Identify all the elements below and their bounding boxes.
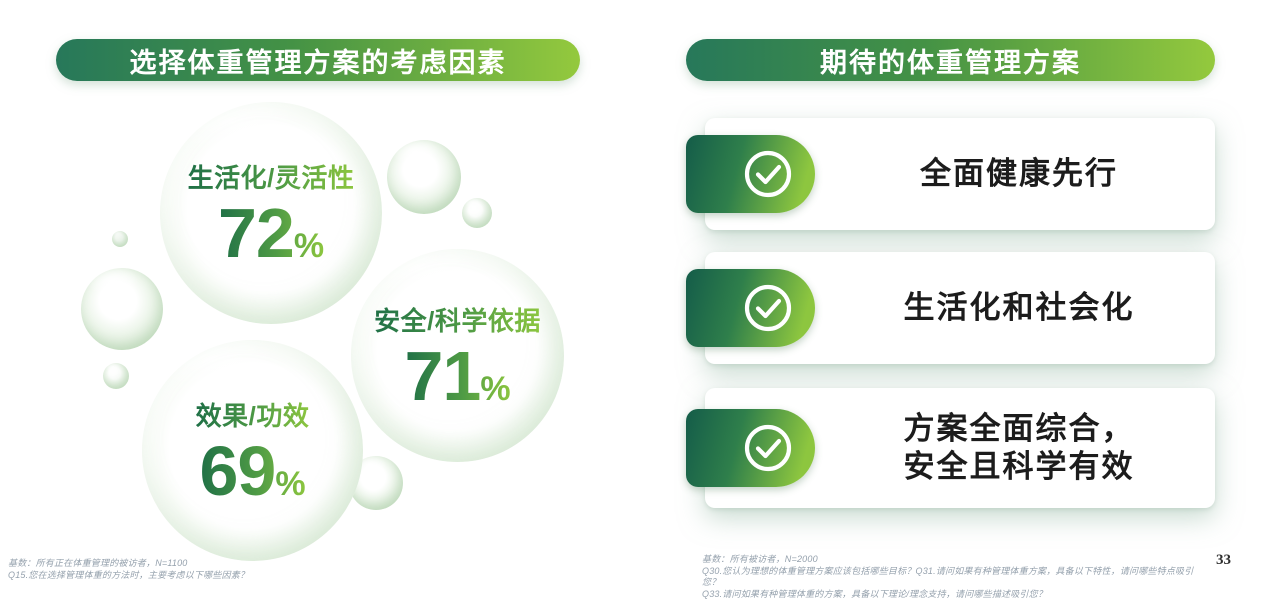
right-footnote-line-2: Q30.您认为理想的体重管理方案应该包括哪些目标？Q31.请问如果有种管理体重方… [702, 565, 1194, 588]
left-footnote-line-1: 基数：所有正在体重管理的被访者，N=1100 [8, 558, 188, 568]
page-number: 33 [1216, 552, 1231, 568]
decorative-bubble [112, 231, 128, 247]
expectation-line: 方案全面综合， [903, 411, 1135, 447]
decorative-bubble [81, 268, 163, 350]
right-footnote-line-1: 基数：所有被访者，N=2000 [702, 554, 818, 564]
decorative-bubble [462, 198, 492, 228]
expectation-text: 方案全面综合， 安全且科学有效 [831, 388, 1207, 508]
bubble-label: 效果/功效 [196, 396, 310, 433]
expectation-text: 生活化和社会化 [831, 252, 1207, 364]
decorative-bubble [103, 363, 129, 389]
check-circle-icon [744, 150, 792, 198]
left-footnote-line-2: Q15.您在选择管理体重的方法时，主要考虑以下哪些因素？ [8, 569, 250, 580]
expectation-line: 生活化和社会化 [903, 290, 1135, 326]
check-pill [686, 409, 815, 487]
check-circle-icon [744, 284, 792, 332]
bubble-safety-science: 安全/科学依据 71% [351, 249, 564, 462]
right-footnote: 基数：所有被访者，N=2000 Q30.您认为理想的体重管理方案应该包括哪些目标… [702, 554, 1202, 600]
expectation-card-3: 方案全面综合， 安全且科学有效 [686, 388, 1215, 508]
right-panel-title: 期待的体重管理方案 [820, 47, 1081, 78]
left-panel-title: 选择体重管理方案的考虑因素 [129, 47, 507, 78]
check-pill [686, 135, 815, 213]
expectation-card-2: 生活化和社会化 [686, 252, 1215, 364]
expectation-card-1: 全面健康先行 [686, 118, 1215, 230]
bubble-label: 安全/科学依据 [374, 301, 541, 338]
expectation-text: 全面健康先行 [831, 118, 1207, 230]
right-panel-title-pill: 期待的体重管理方案 [686, 39, 1215, 81]
bubble-lifestyle-flexibility: 生活化/灵活性 72% [160, 102, 382, 324]
bubble-value: 71% [404, 336, 511, 415]
left-panel-title-pill: 选择体重管理方案的考虑因素 [56, 39, 580, 81]
expectation-line: 全面健康先行 [920, 156, 1118, 192]
decorative-bubble [387, 140, 461, 214]
bubble-effect-efficacy: 效果/功效 69% [142, 340, 363, 561]
left-footnote: 基数：所有正在体重管理的被访者，N=1100 Q15.您在选择管理体重的方法时，… [8, 558, 428, 581]
check-pill [686, 269, 815, 347]
check-circle-icon [744, 424, 792, 472]
expectation-line: 安全且科学有效 [903, 449, 1135, 484]
bubble-label: 生活化/灵活性 [188, 158, 355, 195]
bubble-value: 72% [217, 194, 325, 272]
right-footnote-line-3: Q33.请问如果有种管理体重的方案，具备以下理论/理念支持，请问哪些描述吸引您？ [702, 588, 1048, 599]
bubble-value: 69% [199, 431, 306, 510]
